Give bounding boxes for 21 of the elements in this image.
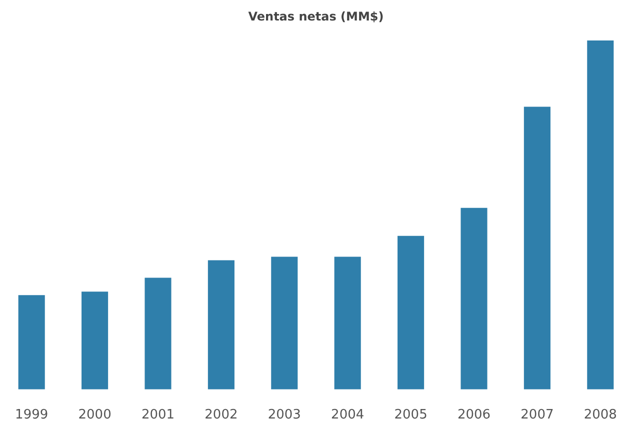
x-tick-label: 2004 <box>331 408 364 423</box>
bar <box>334 256 361 390</box>
x-tick-label: 2001 <box>141 408 175 423</box>
x-tick-label: 2005 <box>394 408 428 423</box>
chart-title: Ventas netas (MM$) <box>248 9 384 24</box>
x-tick-label: 2006 <box>457 408 491 423</box>
bar <box>144 278 172 390</box>
x-tick-label: 2007 <box>520 408 554 423</box>
x-tick-label: 2008 <box>584 408 617 423</box>
x-tick-label: 2002 <box>204 408 238 423</box>
bar <box>587 40 614 390</box>
x-tick-label: 2003 <box>268 408 301 423</box>
bar <box>208 260 234 390</box>
x-tick-label: 2000 <box>78 408 112 423</box>
bar <box>398 236 424 390</box>
x-tick-label: 1999 <box>15 408 48 423</box>
bar <box>18 295 45 390</box>
bar <box>82 292 108 390</box>
bar <box>524 106 550 390</box>
bar <box>460 208 488 390</box>
bar <box>271 256 298 390</box>
